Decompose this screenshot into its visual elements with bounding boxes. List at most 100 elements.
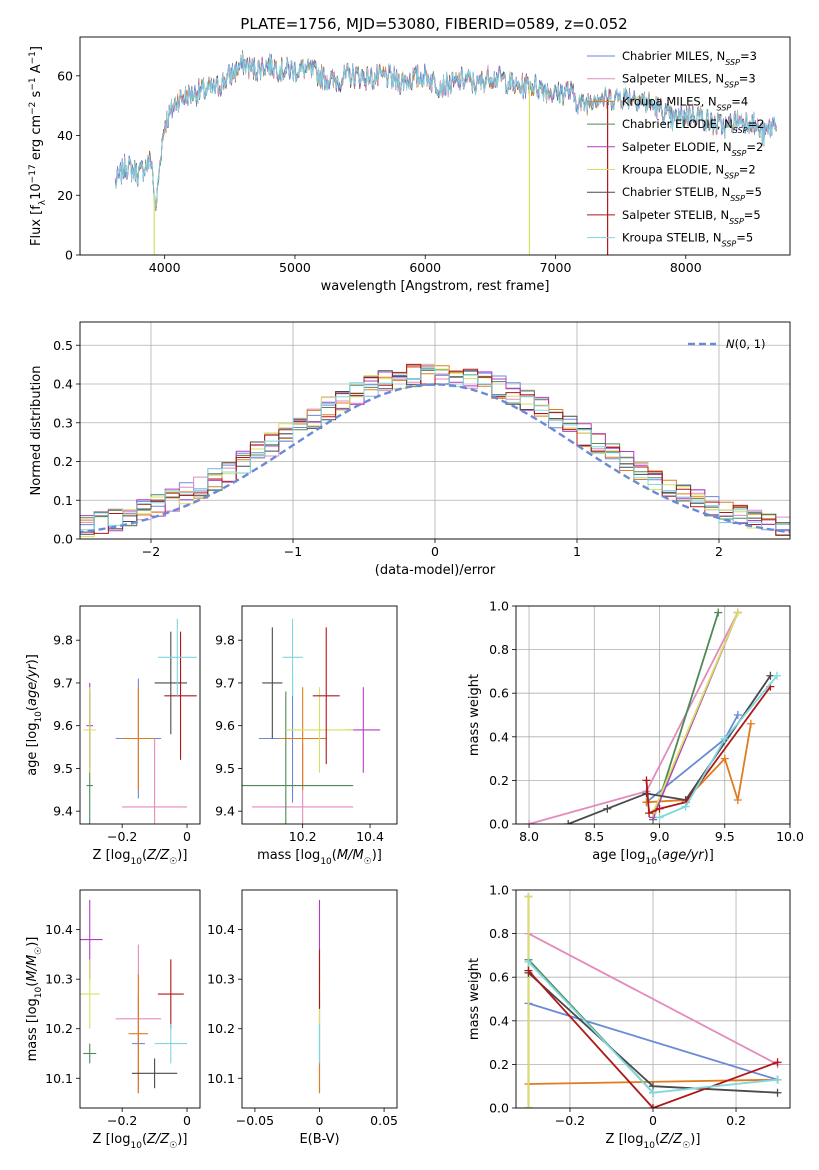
y-tick-label: 0 bbox=[65, 248, 73, 263]
residual-hist-frame bbox=[79, 321, 791, 540]
y-tick-label: 10.4 bbox=[207, 922, 235, 937]
y-tick-label: 1.0 bbox=[489, 599, 509, 614]
weight-vs-Z-y-label: mass weight bbox=[467, 958, 482, 1040]
x-tick-label: 8.0 bbox=[519, 829, 539, 844]
legend-sub: SSP bbox=[722, 239, 737, 248]
label-part: M/M bbox=[337, 848, 364, 863]
weight-marker bbox=[746, 719, 755, 728]
y-tick-label: 40 bbox=[57, 128, 73, 143]
label-part: Z [log bbox=[93, 848, 131, 863]
legend-entry: Kroupa ELODIE, NSSP=2 bbox=[622, 163, 756, 181]
label-part: 10 bbox=[130, 1141, 142, 1151]
legend-name: N bbox=[726, 337, 735, 351]
legend-name: Chabrier MILES, N bbox=[622, 49, 725, 63]
weight-vs-age-axes: 8.0 8.5 9.0 9.5 10.0 0.0 0.2 0.4 0.6 0.8 1.0 bbox=[489, 599, 804, 845]
gaussian-curve bbox=[80, 383, 790, 534]
x-tick-label: 0 bbox=[316, 1113, 324, 1128]
weight-marker bbox=[733, 608, 742, 617]
legend-sub: SSP bbox=[717, 103, 732, 112]
mass-vs-Z-points bbox=[80, 899, 188, 1094]
legend-entry: Kroupa MILES, NSSP=4 bbox=[622, 94, 748, 112]
label-part: ☉ bbox=[169, 1141, 177, 1151]
y-tick-label: 10.2 bbox=[45, 1021, 73, 1036]
spectrum-lines bbox=[114, 50, 777, 255]
y-tick-label: 0.2 bbox=[489, 773, 509, 788]
label-part: ( bbox=[25, 982, 40, 987]
label-part: )] bbox=[704, 848, 714, 863]
weight-vs-age-frame bbox=[515, 605, 791, 825]
x-tick-label: 1 bbox=[573, 544, 581, 559]
label-part: 10 bbox=[29, 183, 44, 200]
residual-legend: N(0, 1) bbox=[688, 337, 766, 351]
spectrum-line-kroupa-stelib bbox=[114, 52, 777, 208]
y-tick-label: 0.4 bbox=[53, 377, 73, 392]
label-part: −1 bbox=[28, 51, 38, 64]
weight-vs-Z-frame bbox=[515, 889, 791, 1109]
legend-entry: N(0, 1) bbox=[726, 337, 766, 351]
weight-marker bbox=[524, 957, 533, 966]
label-part: )] bbox=[177, 848, 187, 863]
weight-marker bbox=[733, 796, 742, 805]
mass-vs-Z-axes: −0.2 0 10.1 10.2 10.3 10.4 bbox=[45, 922, 191, 1128]
label-part: M/M bbox=[25, 955, 40, 982]
weight-marker bbox=[603, 804, 612, 813]
y-tick-label: 9.7 bbox=[53, 675, 73, 690]
residual-y-label: Normed distribution bbox=[29, 366, 44, 496]
y-tick-label: 0.8 bbox=[489, 926, 509, 941]
legend-name: Chabrier STELIB, N bbox=[622, 185, 730, 199]
y-tick-label: 9.5 bbox=[215, 761, 235, 776]
label-part: ( bbox=[657, 848, 662, 863]
legend-name: Salpeter ELODIE, N bbox=[622, 140, 732, 154]
y-tick-label: 0.8 bbox=[489, 642, 509, 657]
label-part: erg cm bbox=[29, 115, 44, 164]
label-part: )] bbox=[690, 1132, 700, 1147]
y-tick-label: 9.7 bbox=[215, 675, 235, 690]
y-tick-label: 9.4 bbox=[53, 804, 73, 819]
weight-marker bbox=[655, 804, 664, 813]
x-tick-label: −1 bbox=[284, 544, 302, 559]
weight-vs-Z-axes: −0.2 0 0.2 0.0 0.2 0.4 0.6 0.8 1.0 bbox=[489, 883, 790, 1128]
legend-count: =5 bbox=[745, 185, 762, 199]
legend-entry: Chabrier STELIB, NSSP=5 bbox=[622, 185, 762, 203]
label-part: mass weight bbox=[467, 674, 482, 756]
weight-line-kroupa-stelib bbox=[659, 675, 778, 819]
mass-vs-Z-y-label: mass [log10(M/M☉)] bbox=[25, 937, 44, 1062]
weight-marker bbox=[649, 1104, 657, 1108]
y-tick-label: 9.6 bbox=[215, 718, 235, 733]
legend-name: Salpeter STELIB, N bbox=[622, 208, 729, 222]
label-part: age/yr bbox=[25, 663, 40, 706]
legend-sub: SSP bbox=[724, 171, 739, 180]
y-tick-label: 0.2 bbox=[53, 454, 73, 469]
legend-entry: Salpeter ELODIE, NSSP=2 bbox=[622, 140, 763, 158]
legend-sub: SSP bbox=[733, 126, 748, 135]
y-tick-label: 0.0 bbox=[53, 532, 73, 547]
label-part: )] bbox=[25, 937, 40, 947]
x-tick-label: 6000 bbox=[409, 260, 441, 275]
y-tick-label: 10.4 bbox=[45, 922, 73, 937]
x-tick-label: −0.2 bbox=[107, 1113, 137, 1128]
age-vs-Z-axes: −0.2 0 9.4 9.5 9.6 9.7 9.8 bbox=[53, 633, 191, 844]
x-tick-label: 7000 bbox=[540, 260, 572, 275]
weight-line-kroupa-miles bbox=[528, 1078, 778, 1085]
weight-marker bbox=[524, 1104, 533, 1108]
x-tick-label: 8000 bbox=[670, 260, 702, 275]
label-part: ( bbox=[332, 848, 337, 863]
x-tick-label: −0.2 bbox=[107, 829, 137, 844]
age-vs-mass-frame bbox=[241, 605, 398, 825]
legend-sub: SSP bbox=[730, 194, 745, 203]
label-part: −17 bbox=[28, 164, 38, 183]
y-tick-label: 1.0 bbox=[489, 883, 509, 898]
label-part: Z [log bbox=[93, 1132, 131, 1147]
age-vs-mass-points bbox=[242, 618, 381, 824]
x-tick-label: 10.0 bbox=[776, 829, 804, 844]
weight-marker bbox=[645, 809, 654, 818]
age-vs-Z-points bbox=[83, 618, 197, 824]
x-tick-label: 10.4 bbox=[356, 829, 384, 844]
y-tick-label: 10.3 bbox=[207, 972, 235, 987]
mass-vs-Z-x-label: Z [log10(Z/Z☉)] bbox=[93, 1132, 188, 1151]
weight-marker bbox=[642, 776, 651, 785]
weight-line-kroupa-elodie bbox=[652, 612, 739, 814]
y-tick-label: 9.5 bbox=[53, 761, 73, 776]
weight-marker bbox=[649, 1088, 657, 1097]
label-part: E(B-V) bbox=[299, 1132, 339, 1147]
